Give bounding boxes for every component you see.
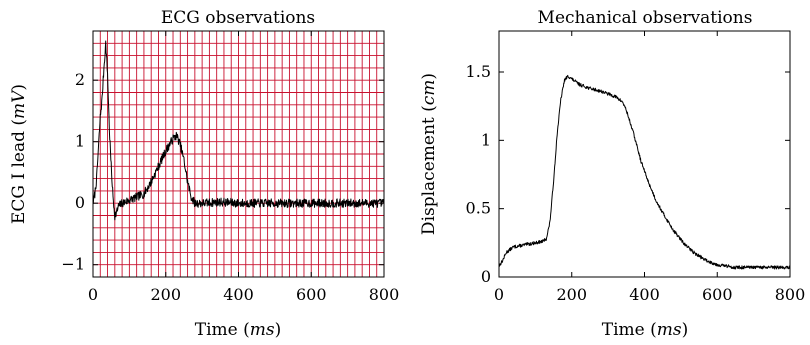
y-tick-label: 0	[75, 193, 85, 212]
x-tick-label: 200	[556, 285, 587, 304]
mechanical-series-line	[498, 74, 791, 270]
x-tick-label: 600	[296, 285, 327, 304]
ecg-chart-title: ECG observations	[161, 8, 315, 28]
mechanical-chart: Mechanical observations 0 200 400 600 800 0 0.…	[419, 8, 805, 340]
x-tick-label: 200	[150, 285, 181, 304]
x-tick-label: 0	[88, 285, 98, 304]
mechanical-y-axis-label: Displacement (cm)	[419, 73, 439, 235]
y-tick-label: 0.5	[466, 199, 491, 218]
x-tick-label: 0	[494, 285, 504, 304]
x-tick-label: 400	[223, 285, 254, 304]
x-tick-label: 400	[629, 285, 660, 304]
ecg-y-axis-label: ECG I lead (mV)	[9, 84, 29, 224]
y-tick-label: 1.5	[466, 62, 491, 81]
y-tick-label: −1	[61, 255, 85, 274]
mechanical-chart-title: Mechanical observations	[538, 8, 753, 28]
x-tick-label: 800	[775, 285, 806, 304]
ecg-grid	[93, 31, 384, 277]
y-tick-label: 2	[75, 70, 85, 89]
y-tick-label: 0	[481, 267, 491, 286]
ecg-series-line	[92, 40, 385, 221]
mechanical-x-axis-label: Time (ms)	[602, 320, 689, 340]
x-tick-label: 800	[369, 285, 400, 304]
x-tick-label: 600	[702, 285, 733, 304]
y-tick-label: 1	[75, 132, 85, 151]
mechanical-ticks: 0 200 400 600 800 0 0.5 1 1.5	[466, 31, 806, 304]
y-tick-label: 1	[481, 130, 491, 149]
ecg-x-axis-label: Time (ms)	[195, 320, 282, 340]
